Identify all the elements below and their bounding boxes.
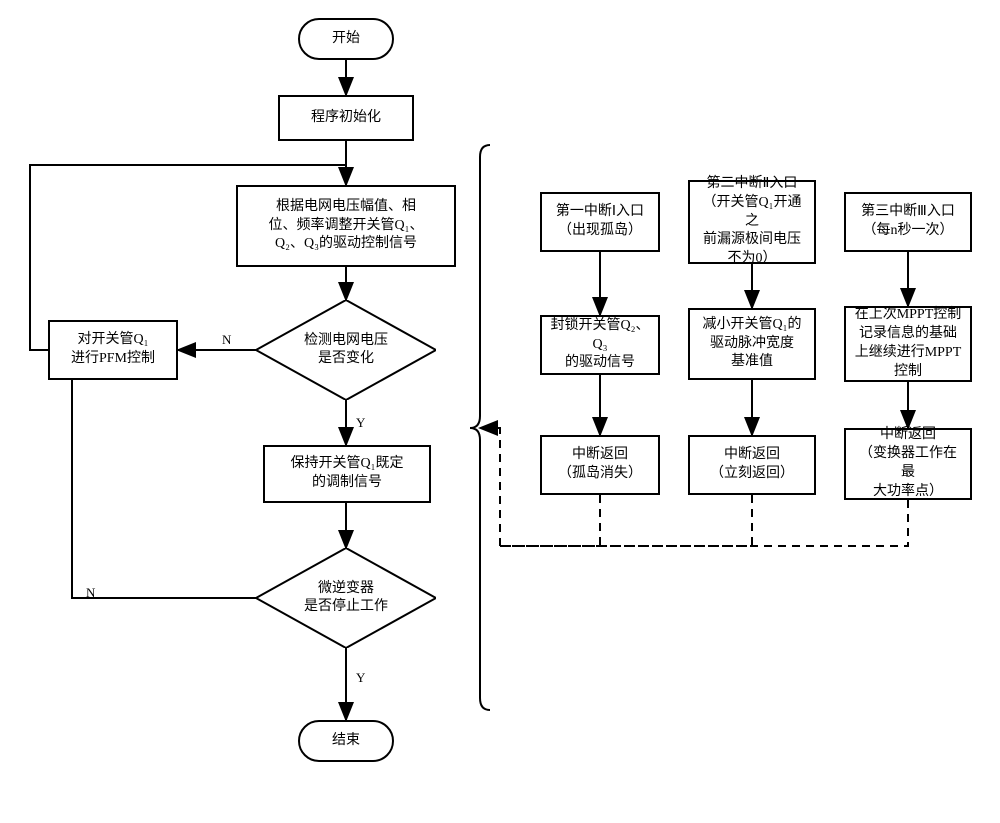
node-start: 开始 bbox=[298, 18, 394, 60]
node-int3_ret: 中断返回（变换器工作在最大功率点） bbox=[844, 428, 972, 500]
node-int1_in: 第一中断Ⅰ入口（出现孤岛） bbox=[540, 192, 660, 252]
node-pfm: 对开关管Q₁进行PFM控制 bbox=[48, 320, 178, 380]
node-label-stop: 微逆变器是否停止工作 bbox=[304, 580, 388, 616]
node-keepQ1: 保持开关管Q₁既定的调制信号 bbox=[263, 445, 431, 503]
node-int2_act: 减小开关管Q₁的驱动脉冲宽度基准值 bbox=[688, 308, 816, 380]
node-int3_act: 在上次MPPT控制记录信息的基础上继续进行MPPT控制 bbox=[844, 306, 972, 382]
node-int3_in: 第三中断Ⅲ入口（每n秒一次） bbox=[844, 192, 972, 252]
node-int1_act: 封锁开关管Q₂、Q₃的驱动信号 bbox=[540, 315, 660, 375]
edge-label-stop_N: N bbox=[86, 585, 95, 601]
node-int1_ret: 中断返回（孤岛消失） bbox=[540, 435, 660, 495]
edge-label-stop_Y: Y bbox=[356, 670, 365, 686]
node-detect: 检测电网电压是否变化 bbox=[256, 300, 436, 400]
node-init: 程序初始化 bbox=[278, 95, 414, 141]
node-end: 结束 bbox=[298, 720, 394, 762]
edges-layer bbox=[0, 0, 1000, 823]
node-stop: 微逆变器是否停止工作 bbox=[256, 548, 436, 648]
edge-label-detect_N: N bbox=[222, 332, 231, 348]
node-adjust: 根据电网电压幅值、相位、频率调整开关管Q₁、Q₂、Q₃的驱动控制信号 bbox=[236, 185, 456, 267]
node-int2_in: 第二中断Ⅱ入口（开关管Q₁开通之前漏源极间电压不为0） bbox=[688, 180, 816, 264]
node-int2_ret: 中断返回（立刻返回） bbox=[688, 435, 816, 495]
edge-label-detect_Y: Y bbox=[356, 415, 365, 431]
node-label-detect: 检测电网电压是否变化 bbox=[304, 332, 388, 368]
